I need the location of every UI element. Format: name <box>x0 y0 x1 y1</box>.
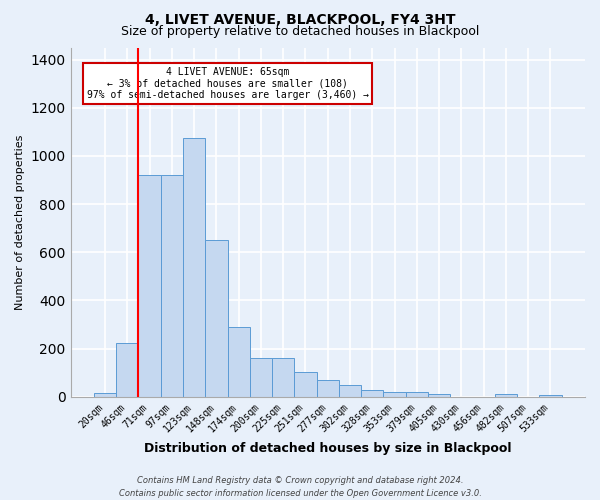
Y-axis label: Number of detached properties: Number of detached properties <box>15 134 25 310</box>
Bar <box>205 240 227 397</box>
Bar <box>116 342 139 397</box>
Bar <box>495 394 517 397</box>
Text: 4 LIVET AVENUE: 65sqm
← 3% of detached houses are smaller (108)
97% of semi-deta: 4 LIVET AVENUE: 65sqm ← 3% of detached h… <box>86 67 368 100</box>
Bar <box>428 394 450 397</box>
Bar <box>227 327 250 397</box>
Bar <box>250 358 272 397</box>
Bar <box>94 393 116 397</box>
Text: 4, LIVET AVENUE, BLACKPOOL, FY4 3HT: 4, LIVET AVENUE, BLACKPOOL, FY4 3HT <box>145 12 455 26</box>
Bar <box>161 175 183 397</box>
Bar <box>317 380 339 397</box>
Bar <box>406 392 428 397</box>
Bar <box>183 138 205 397</box>
Bar <box>539 395 562 397</box>
Text: Size of property relative to detached houses in Blackpool: Size of property relative to detached ho… <box>121 25 479 38</box>
Bar <box>139 175 161 397</box>
Bar <box>383 392 406 397</box>
Bar <box>272 358 295 397</box>
Text: Contains HM Land Registry data © Crown copyright and database right 2024.
Contai: Contains HM Land Registry data © Crown c… <box>119 476 481 498</box>
Bar <box>295 372 317 397</box>
Bar <box>339 385 361 397</box>
X-axis label: Distribution of detached houses by size in Blackpool: Distribution of detached houses by size … <box>144 442 512 455</box>
Bar <box>361 390 383 397</box>
